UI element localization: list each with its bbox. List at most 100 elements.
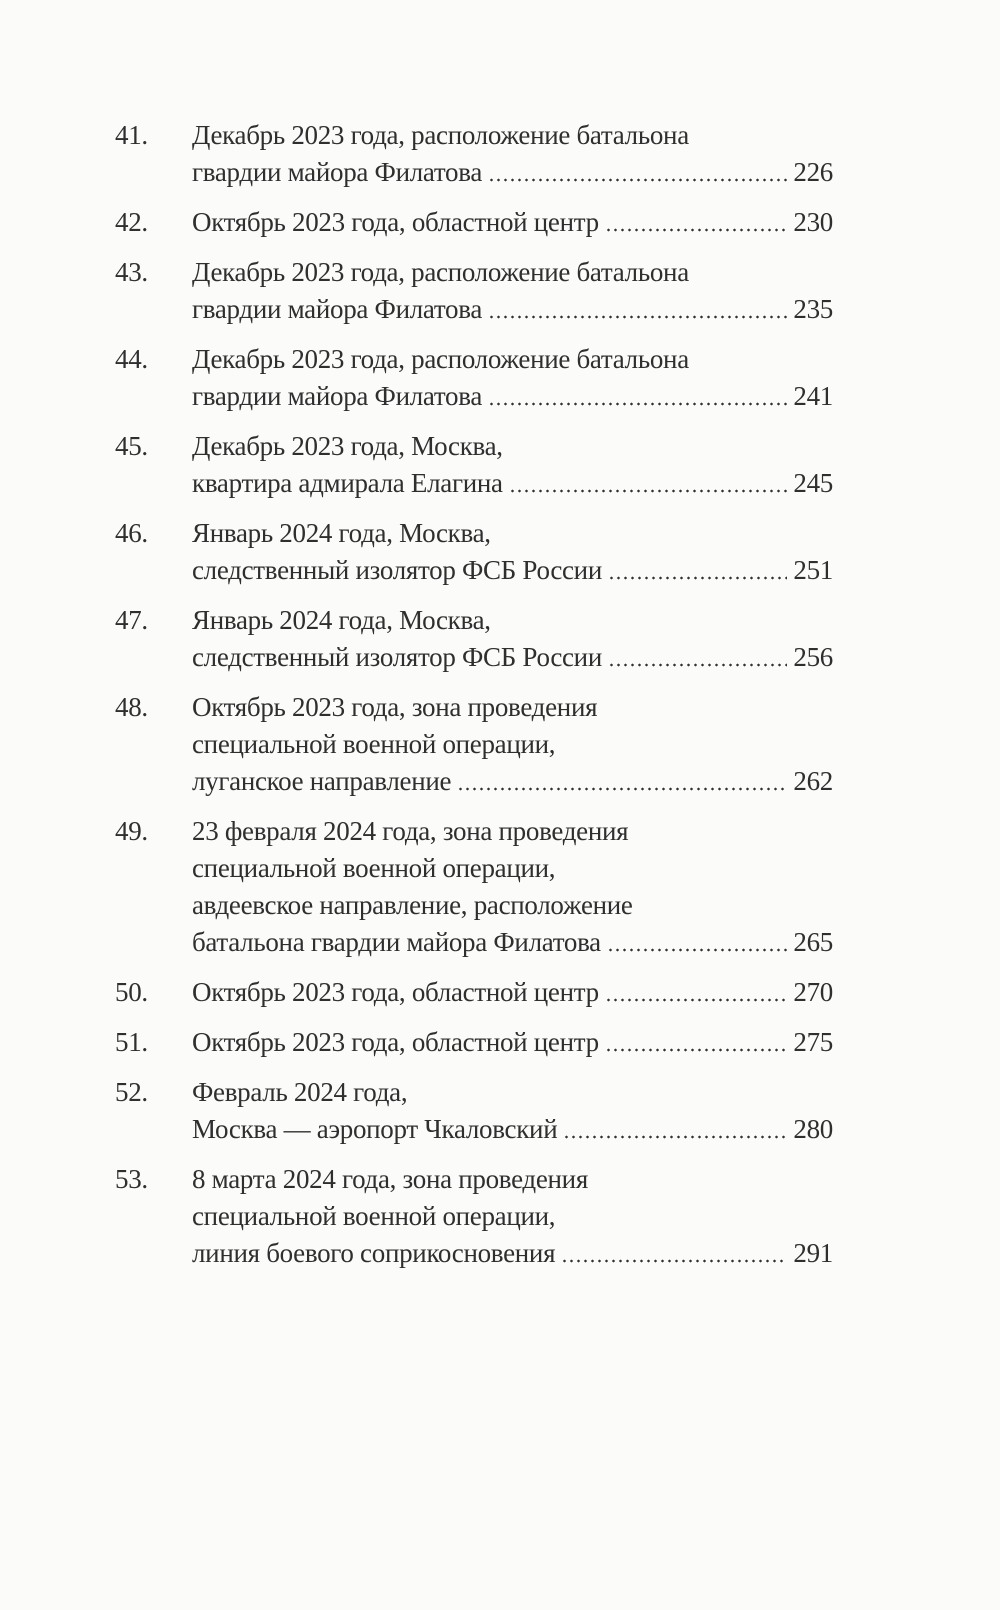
title-text: Декабрь 2023 года, расположение батальон… — [192, 257, 689, 287]
dot-leader — [604, 998, 788, 1002]
chapter-number: 45. — [115, 431, 148, 461]
title-line: линия боевого соприкосновения 291 — [192, 1235, 833, 1272]
page-number: 275 — [793, 1027, 833, 1057]
title-text: следственный изолятор ФСБ России — [192, 642, 602, 672]
chapter-number: 47. — [115, 605, 148, 635]
title-line: следственный изолятор ФСБ России 251 — [192, 552, 833, 589]
title-text: специальной военной операции, — [192, 729, 556, 759]
title-text: Январь 2024 года, Москва, — [192, 605, 491, 635]
page-number: 245 — [793, 468, 833, 498]
title-text: линия боевого соприкосновения — [192, 1238, 556, 1268]
dot-leader — [488, 178, 788, 182]
title-line: Октябрь 2023 года, областной центр 270 — [192, 974, 833, 1011]
title-line: Февраль 2024 года, — [192, 1074, 833, 1111]
page-number: 291 — [793, 1238, 833, 1268]
title-line: специальной военной операции, — [192, 1198, 833, 1235]
dot-leader — [561, 1259, 788, 1263]
toc-entry: 49. 23 февраля 2024 года, зона проведения… — [115, 813, 833, 961]
chapter-title: Январь 2024 года, Москва, следственный из… — [192, 515, 833, 589]
title-line: Октябрь 2023 года, зона проведения — [192, 689, 833, 726]
title-text: луганское направление — [192, 766, 452, 796]
page-number: 270 — [793, 977, 833, 1007]
dot-leader — [606, 948, 788, 952]
toc-entry: 43. Декабрь 2023 года, расположение батал… — [115, 254, 833, 328]
page-number: 251 — [793, 555, 833, 585]
chapter-title: Октябрь 2023 года, областной центр 270 — [192, 974, 833, 1011]
chapter-number: 48. — [115, 692, 148, 722]
dot-leader — [457, 787, 788, 791]
title-text: Декабрь 2023 года, расположение батальон… — [192, 120, 689, 150]
title-text: 23 февраля 2024 года, зона проведения — [192, 816, 629, 846]
chapter-title: Октябрь 2023 года, областной центр 230 — [192, 204, 833, 241]
title-line: луганское направление 262 — [192, 763, 833, 800]
title-line: специальной военной операции, — [192, 726, 833, 763]
title-text: Октябрь 2023 года, областной центр — [192, 977, 599, 1007]
dot-leader — [508, 489, 788, 493]
chapter-title: Декабрь 2023 года, расположение батальон… — [192, 254, 833, 328]
toc-entry: 48. Октябрь 2023 года, зона проведения спе… — [115, 689, 833, 800]
title-text: гвардии майора Филатова — [192, 294, 483, 324]
title-text: специальной военной операции, — [192, 853, 556, 883]
chapter-number: 46. — [115, 518, 148, 548]
title-line: Январь 2024 года, Москва, — [192, 602, 833, 639]
chapter-number: 41. — [115, 120, 148, 150]
dot-leader — [488, 315, 788, 319]
chapter-number: 53. — [115, 1164, 148, 1194]
title-text: следственный изолятор ФСБ России — [192, 555, 602, 585]
dot-leader — [607, 576, 788, 580]
dot-leader — [563, 1135, 788, 1139]
title-text: Октябрь 2023 года, зона проведения — [192, 692, 598, 722]
title-line: Октябрь 2023 года, областной центр 275 — [192, 1024, 833, 1061]
page-number: 256 — [793, 642, 833, 672]
toc-entry: 47. Январь 2024 года, Москва, следственный… — [115, 602, 833, 676]
title-text: гвардии майора Филатова — [192, 381, 483, 411]
page-number: 280 — [793, 1114, 833, 1144]
title-line: квартира адмирала Елагина 245 — [192, 465, 833, 502]
chapter-title: 8 марта 2024 года, зона проведения специа… — [192, 1161, 833, 1272]
title-line: следственный изолятор ФСБ России 256 — [192, 639, 833, 676]
title-line: гвардии майора Филатова 241 — [192, 378, 833, 415]
toc-entry: 46. Январь 2024 года, Москва, следственный… — [115, 515, 833, 589]
title-line: гвардии майора Филатова 235 — [192, 291, 833, 328]
title-text: Январь 2024 года, Москва, — [192, 518, 491, 548]
title-line: 8 марта 2024 года, зона проведения — [192, 1161, 833, 1198]
page-number: 262 — [793, 766, 833, 796]
title-line: гвардии майора Филатова 226 — [192, 154, 833, 191]
chapter-title: Январь 2024 года, Москва, следственный из… — [192, 602, 833, 676]
title-line: специальной военной операции, — [192, 850, 833, 887]
chapter-number: 50. — [115, 977, 148, 1007]
toc-entry: 50. Октябрь 2023 года, областной центр 270 — [115, 974, 833, 1011]
toc-entry: 51. Октябрь 2023 года, областной центр 275 — [115, 1024, 833, 1061]
title-line: батальона гвардии майора Филатова 265 — [192, 924, 833, 961]
toc-entry: 53. 8 марта 2024 года, зона проведения спе… — [115, 1161, 833, 1272]
title-line: Декабрь 2023 года, Москва, — [192, 428, 833, 465]
page-number: 226 — [793, 157, 833, 187]
toc-entry: 45. Декабрь 2023 года, Москва, квартира ад… — [115, 428, 833, 502]
toc-entry: 52. Февраль 2024 года, Москва — аэропорт Ч… — [115, 1074, 833, 1148]
chapter-number: 49. — [115, 816, 148, 846]
chapter-title: Октябрь 2023 года, зона проведения специа… — [192, 689, 833, 800]
title-line: Январь 2024 года, Москва, — [192, 515, 833, 552]
title-text: батальона гвардии майора Филатова — [192, 927, 601, 957]
title-text: Февраль 2024 года, — [192, 1077, 408, 1107]
title-line: авдеевское направление, расположение — [192, 887, 833, 924]
chapter-title: 23 февраля 2024 года, зона проведения спе… — [192, 813, 833, 961]
dot-leader — [607, 663, 788, 667]
title-line: 23 февраля 2024 года, зона проведения — [192, 813, 833, 850]
title-text: гвардии майора Филатова — [192, 157, 483, 187]
chapter-number: 42. — [115, 207, 148, 237]
title-text: Декабрь 2023 года, расположение батальон… — [192, 344, 689, 374]
title-text: Декабрь 2023 года, Москва, — [192, 431, 503, 461]
chapter-number: 51. — [115, 1027, 148, 1057]
chapter-title: Февраль 2024 года, Москва — аэропорт Чкал… — [192, 1074, 833, 1148]
chapter-number: 43. — [115, 257, 148, 287]
page-number: 230 — [793, 207, 833, 237]
chapter-title: Декабрь 2023 года, расположение батальон… — [192, 117, 833, 191]
title-line: Декабрь 2023 года, расположение батальон… — [192, 341, 833, 378]
table-of-contents: 41. Декабрь 2023 года, расположение батал… — [115, 117, 833, 1285]
title-line: Декабрь 2023 года, расположение батальон… — [192, 254, 833, 291]
title-text: Москва — аэропорт Чкаловский — [192, 1114, 558, 1144]
title-text: специальной военной операции, — [192, 1201, 556, 1231]
chapter-number: 44. — [115, 344, 148, 374]
chapter-title: Октябрь 2023 года, областной центр 275 — [192, 1024, 833, 1061]
